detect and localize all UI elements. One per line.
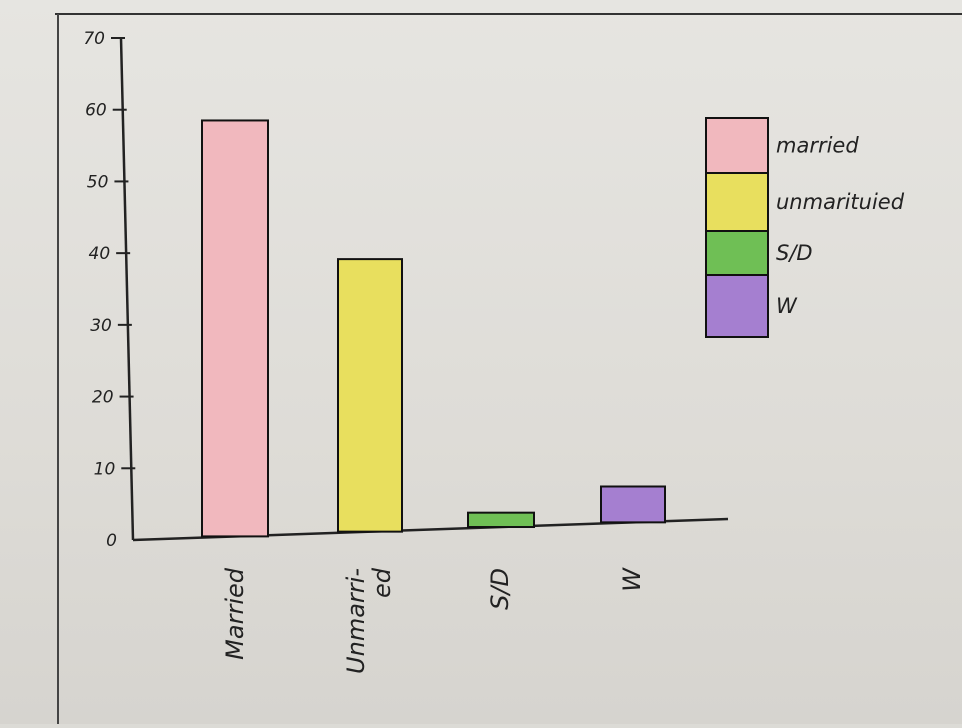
y-tick-label: 30 (90, 316, 112, 336)
x-category-label: Married (221, 567, 249, 660)
y-tick-label: 50 (87, 172, 109, 192)
y-tick-label: 60 (85, 101, 107, 121)
y-tick-label: 0 (106, 531, 117, 551)
legend-label: married (776, 134, 859, 158)
legend-swatch (705, 274, 769, 338)
bar-unmarried (337, 258, 403, 533)
legend-swatch (705, 230, 769, 276)
legend-swatch (705, 172, 769, 232)
y-tick-label: 20 (92, 388, 114, 408)
bar-w (600, 485, 666, 524)
y-axis (119, 37, 135, 541)
bar-sd (467, 511, 535, 529)
legend-swatch (705, 117, 769, 174)
bar-married (201, 119, 269, 538)
y-tick-label: 10 (94, 459, 116, 479)
y-tick-label: 40 (89, 244, 111, 264)
legend-label: W (776, 294, 798, 318)
y-tick-label: 70 (83, 29, 105, 49)
x-category-label: W (618, 567, 646, 592)
legend-label: unmarituied (776, 190, 905, 214)
x-category-label: Unmarri-ed (342, 567, 396, 674)
x-category-label: S/D (486, 568, 514, 610)
legend-label: S/D (776, 241, 813, 265)
